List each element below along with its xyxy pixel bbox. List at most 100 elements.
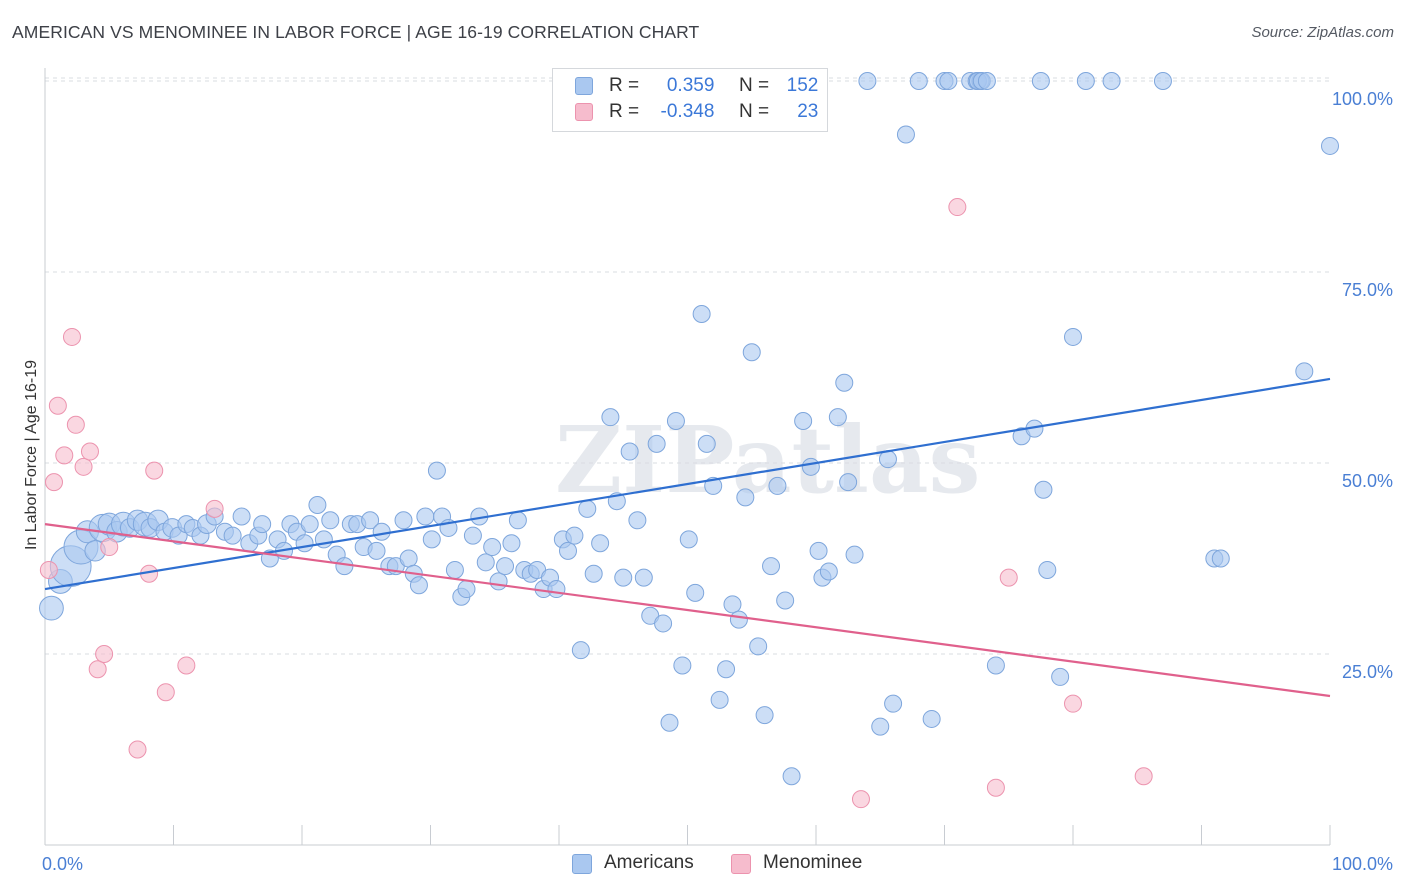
menominee-point [39, 560, 58, 579]
menominee-point [44, 473, 63, 492]
americans-point [884, 694, 903, 713]
americans-point [300, 515, 319, 534]
stats-legend: R = 0.359 N = 152 R = -0.348 N = 23 [552, 68, 828, 132]
americans-point [742, 343, 761, 362]
legend-r-label: R = [609, 101, 640, 122]
americans-point [308, 496, 327, 515]
americans-point [647, 434, 666, 453]
legend-n-label: N = [738, 101, 770, 122]
watermark-text: ZIPatlas [555, 406, 980, 514]
menominee-point [1134, 767, 1153, 786]
legend-swatch-americans [575, 77, 593, 95]
menominee-label: Menominee [763, 852, 863, 873]
menominee-point [62, 327, 81, 346]
menominee-point [66, 415, 85, 434]
menominee-point [948, 198, 967, 217]
americans-point [496, 557, 515, 576]
menominee-point [177, 656, 196, 675]
americans-point [835, 373, 854, 392]
americans-point [295, 534, 314, 553]
americans-point [361, 511, 380, 530]
americans-point [1102, 72, 1121, 90]
americans-point [1038, 560, 1057, 579]
americans-point [394, 511, 413, 530]
americans-point [547, 580, 566, 599]
legend-r-value: -0.348 [660, 101, 715, 122]
menominee-point [999, 568, 1018, 587]
americans-point [801, 457, 820, 476]
americans-point [601, 408, 620, 427]
legend-text-americans: R = 0.359 N = 152 [609, 75, 818, 97]
americans-point [409, 576, 428, 595]
chart-title: AMERICAN VS MENOMINEE IN LABOR FORCE | A… [12, 22, 700, 42]
americans-point [399, 549, 418, 568]
americans-point [768, 476, 787, 495]
americans-point [839, 473, 858, 492]
menominee-point [88, 660, 107, 679]
americans-point [614, 568, 633, 587]
americans-point [729, 610, 748, 629]
americans-point [483, 538, 502, 557]
americans-point [372, 522, 391, 541]
americans-point [620, 442, 639, 461]
americans-point [1031, 72, 1050, 90]
legend-n-value: 23 [797, 101, 819, 122]
americans-point [1064, 327, 1082, 346]
americans-point [223, 526, 242, 545]
americans-point [1211, 549, 1230, 568]
americans-point [422, 530, 441, 549]
americans-point [476, 553, 495, 572]
menominee-point [156, 683, 175, 702]
americans-point [986, 656, 1005, 675]
americans-point [794, 411, 813, 430]
americans-point [502, 534, 521, 553]
americans-point [977, 72, 996, 90]
legend-swatch-menominee [575, 103, 593, 121]
americans-label: Americans [604, 852, 694, 873]
americans-point [710, 690, 729, 709]
americans-trend-line [44, 377, 1331, 591]
americans-point [819, 562, 838, 581]
americans-point [628, 511, 647, 530]
x-tick-label: 100.0% [1332, 854, 1393, 874]
americans-point [321, 511, 340, 530]
americans-point [697, 434, 716, 453]
americans-point [776, 591, 795, 610]
menominee-point [55, 446, 74, 465]
americans-point [457, 580, 476, 599]
americans-point [828, 408, 847, 427]
americans-point [463, 526, 482, 545]
americans-point [367, 541, 386, 560]
source-credit: Source: ZipAtlas.com [1251, 24, 1394, 41]
legend-text-menominee: R = -0.348 N = 23 [609, 101, 818, 123]
data-points [39, 72, 1339, 809]
americans-point [634, 568, 653, 587]
americans-point [489, 572, 508, 591]
americans-point [858, 72, 877, 90]
americans-point [445, 560, 464, 579]
americans-point [704, 476, 723, 495]
americans-point [591, 534, 610, 553]
menominee-point [48, 396, 67, 415]
grid [45, 77, 1330, 655]
axes [44, 68, 1331, 846]
menominee-point [100, 538, 119, 557]
series-legend: Americans Menominee [0, 852, 1406, 878]
americans-point [809, 541, 828, 560]
americans-point [782, 767, 801, 786]
legend-n-label: N = [738, 75, 770, 96]
americans-point [654, 614, 673, 633]
americans-point [909, 72, 928, 90]
americans-point [896, 125, 915, 144]
y-tick-label: 75.0% [1342, 280, 1393, 300]
menominee-point [80, 442, 99, 461]
americans-point [755, 706, 774, 725]
menominee-point [1064, 694, 1082, 713]
americans-point [723, 595, 742, 614]
trend-lines [44, 377, 1331, 698]
americans-point [666, 411, 685, 430]
americans-point [253, 515, 272, 534]
watermark: ZIPatlas [555, 406, 980, 514]
americans-point [1295, 362, 1314, 381]
